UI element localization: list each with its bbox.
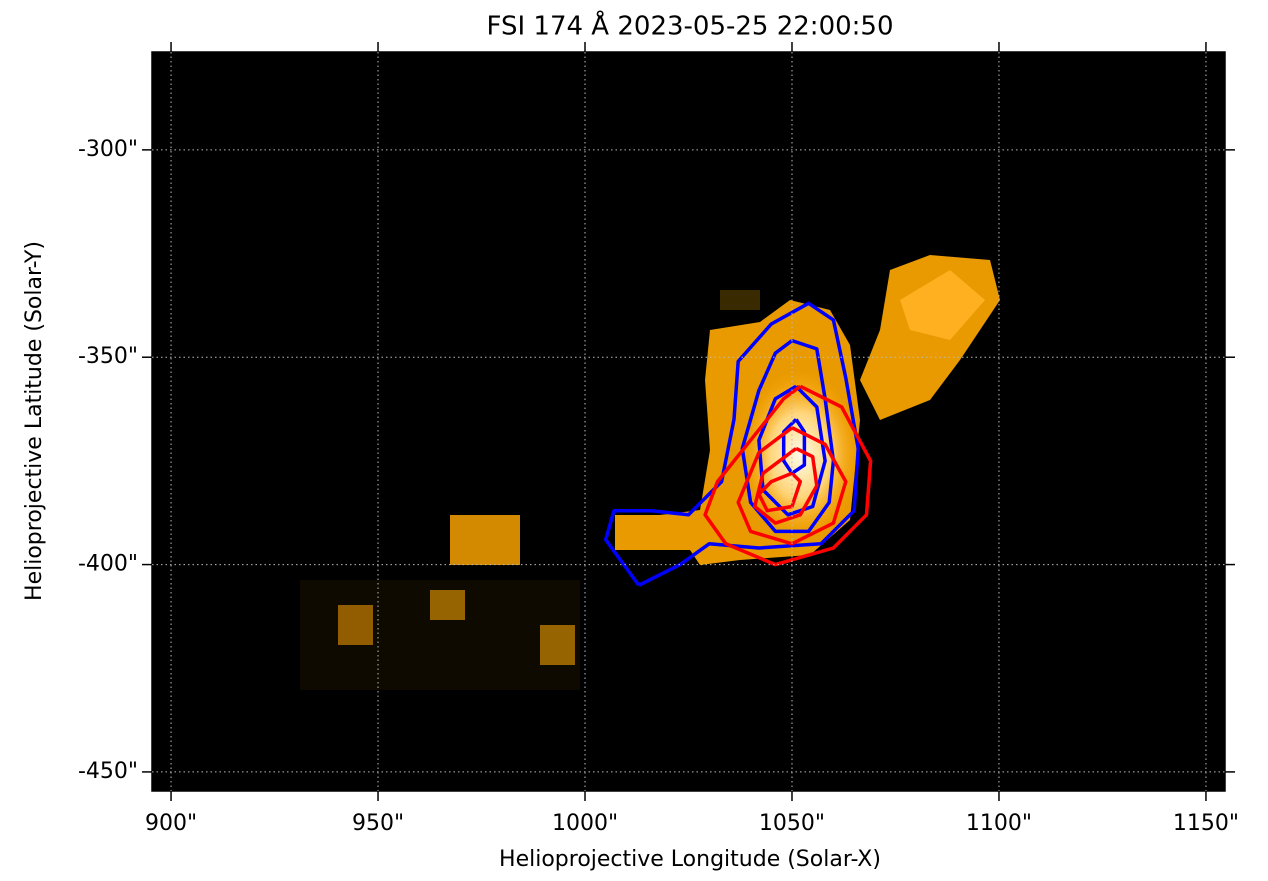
y-axis-label: Helioprojective Latitude (Solar-Y) <box>22 241 47 601</box>
chart-title: FSI 174 Å 2023-05-25 22:00:50 <box>486 10 893 42</box>
contour-line <box>740 338 836 534</box>
y-tick-label: -450" <box>78 759 138 784</box>
contour-line <box>703 384 873 567</box>
x-tick-label: 1100" <box>966 811 1032 836</box>
y-tick-label: -400" <box>78 552 138 577</box>
y-tick-label: -350" <box>78 344 138 369</box>
x-tick-label: 1000" <box>552 811 618 836</box>
plot-background <box>152 52 1225 791</box>
contour-line <box>757 471 803 513</box>
contour-line <box>757 384 827 517</box>
x-tick-label: 900" <box>145 811 197 836</box>
plot-frame <box>151 51 1226 792</box>
contour-line <box>603 301 860 587</box>
y-tick-label: -300" <box>78 137 138 162</box>
x-tick-label: 1050" <box>759 811 825 836</box>
x-tick-label: 950" <box>352 811 404 836</box>
contour-line <box>752 446 819 525</box>
x-tick-label: 1150" <box>1173 811 1239 836</box>
solar-image <box>300 255 1000 690</box>
x-axis-label: Helioprojective Longitude (Solar-X) <box>499 847 881 872</box>
